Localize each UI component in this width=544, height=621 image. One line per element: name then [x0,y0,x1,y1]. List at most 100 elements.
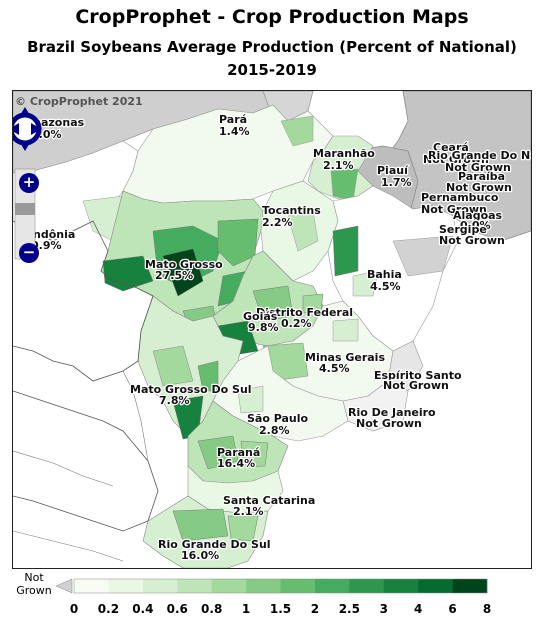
map-period: 2015-2019 [227,61,317,79]
label-sergipe-name: Sergipe [439,223,487,236]
label-msul-value: 7.8% [159,394,190,407]
bahia-patch [332,225,359,277]
argentina-province-line-2 [13,530,124,562]
legend-tick-label: 3 [380,602,388,616]
map-title: CropProphet - Crop Production Maps [75,6,469,28]
legend-swatch [349,579,385,593]
label-tocantins-value: 2.2% [262,216,293,229]
maranhao-region[interactable] [307,135,374,200]
label-espirito-santo-name: Espírito Santo [374,369,462,382]
label-sao-paulo-name: São Paulo [247,412,309,425]
rgs-patch-2 [227,515,259,542]
label-pernambuco-value: Not Grown [421,203,487,216]
label-maranhao-name: Maranhão [313,147,375,160]
legend-tick-label: 1.5 [270,602,291,616]
label-piaui-value: 1.7% [381,176,412,189]
mato-grosso-patch-4 [217,218,259,267]
map-subtitle: Brazil Soybeans Average Production (Perc… [27,38,517,56]
legend-tick-label: 4 [414,602,422,616]
pan-up-icon[interactable] [19,107,31,117]
label-pernambuco-name: Pernambuco [421,191,499,204]
label-maranhao-value: 2.1% [323,159,354,172]
maranhao-patch [330,168,359,202]
legend-tick-label: 0.8 [201,602,222,616]
legend-not-grown-label: Not Grown [16,571,52,597]
brazil-map: © CropProphet 2021 Amazonas 0.0% Pará 1.… [13,91,531,568]
legend-swatch [418,579,453,593]
pan-control[interactable] [12,107,42,151]
label-para-value: 1.4% [219,125,250,138]
mato-grosso-patch-3 [162,248,204,297]
goias-patch-2 [252,285,294,322]
legend-tick-label: 2.5 [339,602,360,616]
label-paraiba-value: Not Grown [446,181,512,194]
label-df-value: 0.2% [281,317,312,330]
label-mato-grosso-value: 27.5% [155,269,193,282]
label-minas-gerais-name: Minas Gerais [305,351,385,364]
legend-tick-label: 6 [448,602,456,616]
label-paraiba-name: Paraíba [458,170,505,183]
label-ceara-name: Ceará [433,141,469,154]
legend-swatch [314,579,350,593]
legend-swatch [211,579,247,593]
pan-left-icon[interactable] [12,123,19,135]
bahia-region[interactable] [327,185,459,352]
label-goias-value: 9.8% [248,321,279,334]
bahia-patch-2 [352,270,379,297]
legend-tick-label: 1 [242,602,250,616]
legend-tick-label: 0.4 [132,602,153,616]
pan-down-icon[interactable] [19,141,31,151]
map-viewport[interactable]: © CropProphet 2021 Amazonas 0.0% Pará 1.… [12,90,532,569]
label-rgn-value: Not Grown [445,161,511,174]
legend-swatch [177,579,212,593]
tocantins-patch [287,210,319,252]
label-para-name: Pará [219,113,247,126]
label-bahia-value: 4.5% [370,280,401,293]
label-rio-value: Not Grown [356,417,422,430]
label-alagoas-value: 0.0% [460,219,491,232]
msul-patch-1 [152,345,194,387]
minas-patch-2 [332,318,359,342]
espirito-santo-region[interactable] [387,340,424,392]
label-piaui-name: Piauí [377,164,409,177]
legend-not-grown-swatch [55,578,73,594]
label-santa-catarina-value: 2.1% [233,505,264,518]
label-bahia-name: Bahia [367,268,402,281]
legend-tick-label: 0 [70,602,78,616]
zoom-slider-handle[interactable] [15,203,35,215]
label-parana-value: 16.4% [217,457,255,470]
label-ceara-value: Not Grown [423,153,489,166]
legend-tick-label: 0.6 [167,602,188,616]
pan-right-icon[interactable] [31,123,41,135]
label-rgn-name: Rio Grande Do Norte [428,149,531,162]
label-df-name: Distrito Federal [256,306,353,319]
sao-paulo-patch [237,385,264,414]
zoom-in-button[interactable]: + [19,173,39,193]
parana-patch-1 [197,435,239,470]
rgs-patch-1 [172,508,229,542]
legend-tick-label: 2 [311,602,319,616]
color-legend: 0 0.2 0.4 0.6 0.8 1 1.5 2 2.5 3 4 6 8 [55,578,491,616]
label-rgs-name: Rio Grande Do Sul [158,538,271,551]
label-tocantins-name: Tocantins [262,204,321,217]
bolivia-border [13,220,154,382]
legend-swatch [246,579,281,593]
copyright-text: © CropProphet 2021 [15,95,143,108]
zoom-out-button[interactable]: − [19,243,39,263]
label-alagoas-name: Alagoas [453,209,503,222]
legend-swatch [452,579,488,593]
label-sergipe-value: Not Grown [439,234,505,247]
label-sao-paulo-value: 2.8% [259,424,290,437]
paraguay-argentina-border [13,390,159,532]
legend-swatch [280,579,316,593]
argentina-province-line-1 [13,450,114,487]
legend-tick-label: 8 [483,602,491,616]
label-espirito-santo-value: Not Grown [383,379,449,392]
legend-swatch [74,579,109,593]
label-minas-gerais-value: 4.5% [319,362,350,375]
rio-de-janeiro-region[interactable] [342,380,409,432]
parana-patch-2 [240,440,269,468]
legend-swatch [142,579,178,593]
para-patch [280,115,314,147]
bahia-east-gray [392,235,454,277]
